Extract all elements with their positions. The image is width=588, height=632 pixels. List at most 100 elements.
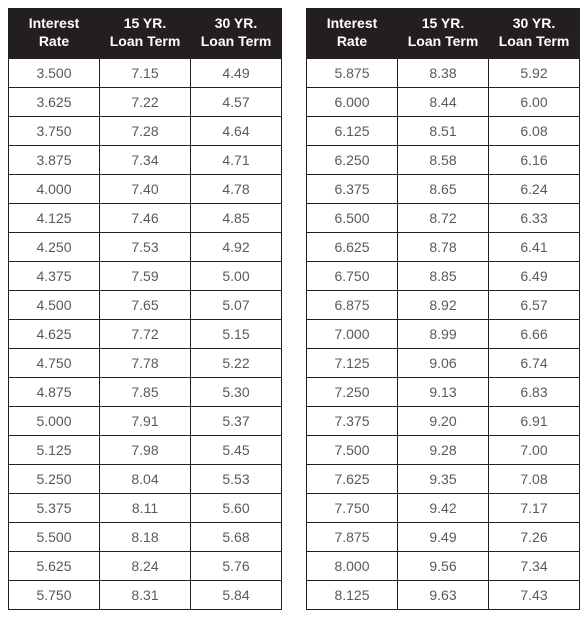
tables-container: Interest Rate 15 YR. Loan Term 30 YR. Lo… (8, 8, 580, 610)
table-row: 7.7509.427.17 (307, 494, 580, 523)
cell-y30: 6.00 (489, 88, 580, 117)
cell-y30: 6.91 (489, 407, 580, 436)
cell-rate: 4.750 (9, 349, 100, 378)
table-row: 7.1259.066.74 (307, 349, 580, 378)
cell-y15: 9.20 (398, 407, 489, 436)
table-row: 5.6258.245.76 (9, 552, 282, 581)
cell-rate: 6.375 (307, 175, 398, 204)
header-text: Loan Term (110, 33, 181, 49)
cell-y15: 8.78 (398, 233, 489, 262)
cell-rate: 4.500 (9, 291, 100, 320)
cell-y15: 9.06 (398, 349, 489, 378)
rate-table-left: Interest Rate 15 YR. Loan Term 30 YR. Lo… (8, 8, 282, 610)
cell-y15: 9.63 (398, 581, 489, 610)
table-row: 5.8758.385.92 (307, 59, 580, 88)
cell-rate: 6.000 (307, 88, 398, 117)
cell-y15: 8.04 (100, 465, 191, 494)
table-header-row: Interest Rate 15 YR. Loan Term 30 YR. Lo… (307, 9, 580, 59)
cell-y30: 4.64 (191, 117, 282, 146)
cell-y30: 5.15 (191, 320, 282, 349)
cell-y15: 7.78 (100, 349, 191, 378)
cell-rate: 5.125 (9, 436, 100, 465)
cell-y30: 5.68 (191, 523, 282, 552)
table-row: 4.0007.404.78 (9, 175, 282, 204)
col-header-rate: Interest Rate (9, 9, 100, 59)
table-row: 4.3757.595.00 (9, 262, 282, 291)
table-row: 6.2508.586.16 (307, 146, 580, 175)
header-text: 15 YR. (124, 15, 167, 31)
cell-y15: 7.28 (100, 117, 191, 146)
cell-y15: 8.51 (398, 117, 489, 146)
cell-y15: 7.15 (100, 59, 191, 88)
cell-y15: 8.18 (100, 523, 191, 552)
table-row: 6.7508.856.49 (307, 262, 580, 291)
cell-y30: 4.49 (191, 59, 282, 88)
cell-y15: 8.38 (398, 59, 489, 88)
cell-y15: 7.34 (100, 146, 191, 175)
cell-y30: 7.00 (489, 436, 580, 465)
table-row: 6.6258.786.41 (307, 233, 580, 262)
table-row: 7.2509.136.83 (307, 378, 580, 407)
cell-y30: 4.92 (191, 233, 282, 262)
cell-y30: 7.08 (489, 465, 580, 494)
header-text: Rate (39, 33, 69, 49)
cell-rate: 7.750 (307, 494, 398, 523)
cell-y30: 5.76 (191, 552, 282, 581)
table-row: 3.7507.284.64 (9, 117, 282, 146)
cell-y30: 6.33 (489, 204, 580, 233)
cell-y30: 5.37 (191, 407, 282, 436)
cell-y15: 8.72 (398, 204, 489, 233)
header-text: 15 YR. (422, 15, 465, 31)
cell-y15: 8.58 (398, 146, 489, 175)
table-row: 7.6259.357.08 (307, 465, 580, 494)
cell-y30: 5.00 (191, 262, 282, 291)
cell-y15: 9.35 (398, 465, 489, 494)
cell-y30: 6.24 (489, 175, 580, 204)
cell-rate: 6.500 (307, 204, 398, 233)
cell-rate: 5.375 (9, 494, 100, 523)
table-row: 7.5009.287.00 (307, 436, 580, 465)
cell-y15: 7.53 (100, 233, 191, 262)
table-row: 5.3758.115.60 (9, 494, 282, 523)
cell-y15: 9.56 (398, 552, 489, 581)
header-text: 30 YR. (513, 15, 556, 31)
cell-y30: 5.53 (191, 465, 282, 494)
cell-y30: 6.41 (489, 233, 580, 262)
table-row: 5.2508.045.53 (9, 465, 282, 494)
cell-y30: 4.85 (191, 204, 282, 233)
header-text: Loan Term (408, 33, 479, 49)
cell-y30: 6.08 (489, 117, 580, 146)
table-row: 6.0008.446.00 (307, 88, 580, 117)
cell-rate: 4.250 (9, 233, 100, 262)
table-row: 8.0009.567.34 (307, 552, 580, 581)
cell-y30: 7.34 (489, 552, 580, 581)
cell-y30: 4.71 (191, 146, 282, 175)
table-row: 6.8758.926.57 (307, 291, 580, 320)
table-row: 6.5008.726.33 (307, 204, 580, 233)
cell-y15: 9.42 (398, 494, 489, 523)
table-row: 3.8757.344.71 (9, 146, 282, 175)
cell-y30: 6.57 (489, 291, 580, 320)
cell-rate: 6.750 (307, 262, 398, 291)
col-header-rate: Interest Rate (307, 9, 398, 59)
cell-y30: 6.16 (489, 146, 580, 175)
cell-y15: 7.46 (100, 204, 191, 233)
cell-y15: 7.91 (100, 407, 191, 436)
header-text: 30 YR. (215, 15, 258, 31)
table-row: 8.1259.637.43 (307, 581, 580, 610)
header-text: Loan Term (201, 33, 272, 49)
cell-y15: 9.49 (398, 523, 489, 552)
cell-rate: 7.125 (307, 349, 398, 378)
cell-y30: 5.30 (191, 378, 282, 407)
col-header-15yr: 15 YR. Loan Term (398, 9, 489, 59)
table-row: 5.0007.915.37 (9, 407, 282, 436)
table-row: 3.6257.224.57 (9, 88, 282, 117)
cell-rate: 6.250 (307, 146, 398, 175)
cell-rate: 5.625 (9, 552, 100, 581)
cell-y15: 8.92 (398, 291, 489, 320)
cell-y15: 7.72 (100, 320, 191, 349)
cell-rate: 7.500 (307, 436, 398, 465)
table-row: 6.1258.516.08 (307, 117, 580, 146)
cell-rate: 5.875 (307, 59, 398, 88)
cell-y30: 7.26 (489, 523, 580, 552)
